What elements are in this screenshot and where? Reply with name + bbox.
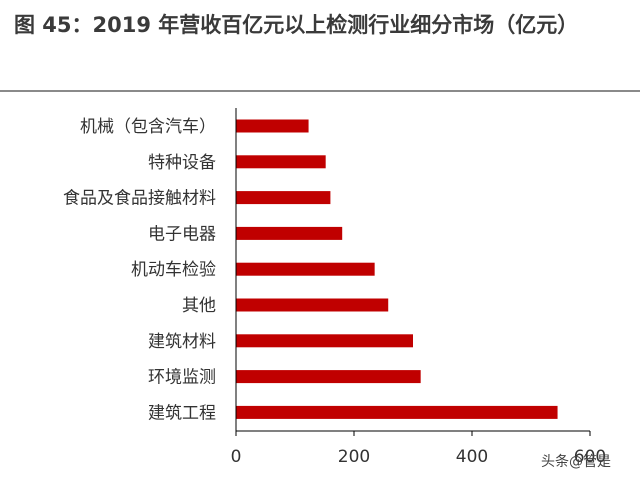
x-tick-labels: 0 200 400 600 [231, 447, 607, 467]
category-label: 建筑工程 [148, 403, 216, 423]
category-label: 建筑材料 [148, 332, 216, 352]
category-label: 食品及食品接触材料 [63, 189, 216, 209]
category-label: 其他 [182, 296, 216, 316]
watermark-text: 头条@管是 [541, 454, 611, 470]
category-label: 特种设备 [148, 153, 216, 173]
x-tick-label: 200 [338, 447, 370, 467]
title-divider [0, 90, 640, 92]
x-tick-label: 0 [231, 447, 242, 467]
bar [236, 262, 375, 276]
category-label: 电子电器 [148, 224, 216, 244]
category-labels: 机械（包含汽车） 特种设备食品及食品接触材料电子电器机动车检验其他建筑材料环境监测… [63, 117, 216, 423]
figure-title: 图 45：2019 年营收百亿元以上检测行业细分市场（亿元） [14, 13, 579, 37]
bar [236, 155, 326, 169]
bar-series [236, 119, 558, 419]
bar [236, 370, 421, 384]
bar [236, 405, 558, 419]
bar [236, 334, 413, 348]
x-tick-label: 400 [456, 447, 488, 467]
bar [236, 191, 331, 205]
category-label: 环境监测 [148, 368, 216, 388]
category-label: 机械（包含汽车） [80, 117, 216, 137]
axes [235, 108, 591, 436]
x-tick-label: 600 [574, 447, 606, 467]
category-label: 机动车检验 [131, 260, 216, 280]
bar [236, 298, 389, 312]
bar [236, 119, 309, 133]
bar [236, 226, 343, 240]
